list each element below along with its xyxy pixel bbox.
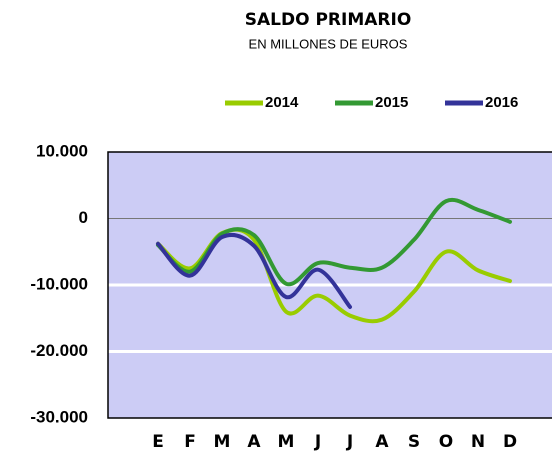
x-tick-label: S <box>408 432 420 452</box>
y-tick-label: -30.000 <box>30 407 88 426</box>
x-tick-label: A <box>375 432 389 452</box>
x-tick-label: F <box>184 432 196 452</box>
legend-label: 2014 <box>265 94 299 111</box>
x-tick-label: E <box>152 432 164 452</box>
series-line <box>156 232 352 309</box>
x-tick-label: M <box>214 432 231 452</box>
x-tick-label: J <box>314 432 321 452</box>
y-tick-label: 10.000 <box>36 141 88 160</box>
y-tick-label: 0 <box>79 208 88 227</box>
y-tick-label: -20.000 <box>30 341 88 360</box>
chart-subtitle: EN MILLONES DE EUROS <box>249 36 408 51</box>
series-line <box>156 197 512 287</box>
plot-border <box>107 151 552 419</box>
x-tick-label: M <box>278 432 295 452</box>
legend-label: 2016 <box>485 94 518 111</box>
x-tick-label: O <box>439 432 453 452</box>
x-tick-label: J <box>346 432 353 452</box>
x-tick-label: N <box>471 432 485 452</box>
x-tick-label: A <box>247 432 261 452</box>
chart-title: SALDO PRIMARIO <box>245 10 412 30</box>
y-tick-label: -10.000 <box>30 274 88 293</box>
x-tick-label: D <box>503 432 517 452</box>
legend-label: 2015 <box>375 94 408 111</box>
